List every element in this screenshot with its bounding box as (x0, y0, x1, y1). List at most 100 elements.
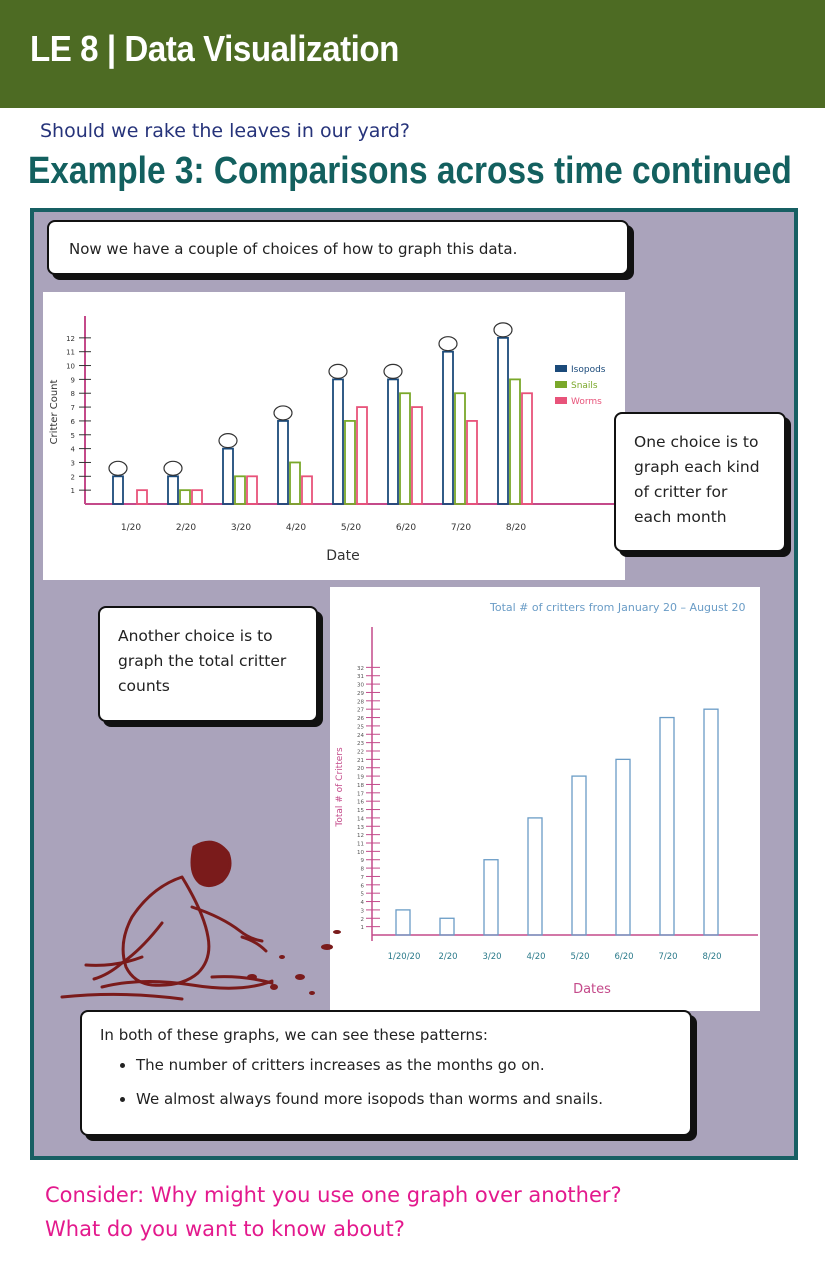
y-axis-label: Critter Count (49, 379, 60, 444)
guiding-question: Should we rake the leaves in our yard? (40, 120, 411, 142)
x-tick-label: 5/20 (570, 952, 589, 962)
bar-isopods (387, 378, 399, 505)
y-tick-label: 30 (357, 683, 364, 689)
y-tick-label: 16 (357, 800, 364, 806)
bar-total (395, 909, 411, 936)
bar-isopods (167, 475, 179, 505)
x-tick-label: 8/20 (702, 952, 721, 962)
isopod-drawing (108, 460, 128, 476)
x-tick-label: 4/20 (286, 523, 306, 533)
y-tick-label: 10 (66, 363, 75, 371)
isopod-drawing (273, 405, 293, 421)
total-bar-chart-svg: Total # of critters from January 20 – Au… (335, 601, 758, 997)
y-tick-label: 5 (71, 432, 75, 440)
isopod-drawing (163, 460, 183, 476)
bar-worms (521, 392, 533, 505)
y-tick-label: 28 (357, 699, 364, 705)
bar-isopods (112, 475, 124, 505)
pattern-item: The number of critters increases as the … (136, 1054, 672, 1076)
legend-swatch (555, 397, 567, 404)
bar-snails (344, 420, 356, 505)
x-tick-label: 4/20 (526, 952, 545, 962)
x-axis-label: Dates (573, 982, 611, 997)
bar-total (659, 716, 675, 936)
bar-snails (179, 489, 191, 505)
y-tick-label: 26 (357, 716, 364, 722)
bar-isopods (332, 378, 344, 505)
legend-swatch (555, 381, 567, 388)
y-tick-label: 2 (71, 473, 75, 481)
bar-snails (234, 475, 246, 505)
content-panel: Now we have a couple of choices of how t… (30, 208, 798, 1160)
bar-worms (246, 475, 258, 505)
y-tick-label: 9 (71, 376, 75, 384)
intro-text: Now we have a couple of choices of how t… (69, 240, 518, 258)
y-tick-label: 8 (361, 867, 365, 873)
bar-total (615, 758, 631, 936)
pattern-item: We almost always found more isopods than… (136, 1088, 672, 1110)
bar-snails (509, 378, 521, 505)
intro-callout: Now we have a couple of choices of how t… (47, 220, 629, 275)
example-title: Example 3: Comparisons across time conti… (28, 150, 792, 192)
y-tick-label: 4 (71, 446, 76, 454)
bar-snails (454, 392, 466, 505)
y-tick-label: 7 (71, 404, 75, 412)
grouped-bar-chart: 1 2 3 4 5 6 7 8 9 10 11 12 Critter Count Date 1/20 2/20… (43, 292, 625, 580)
y-tick-label: 18 (357, 783, 364, 789)
bar-total (571, 775, 587, 936)
y-tick-label: 6 (361, 883, 365, 889)
x-tick-label: 3/20 (482, 952, 501, 962)
bar-isopods (497, 336, 509, 505)
x-tick-label: 3/20 (231, 523, 251, 533)
x-tick-label: 6/20 (396, 523, 416, 533)
y-tick-label: 21 (357, 758, 364, 764)
page-title: LE 8 | Data Visualization (30, 28, 399, 69)
y-tick-label: 29 (357, 691, 364, 697)
patterns-callout: In both of these graphs, we can see thes… (80, 1010, 692, 1136)
y-axis-label: Total # of Critters (335, 747, 345, 828)
y-tick-label: 7 (361, 875, 365, 881)
bar-worms (301, 475, 313, 505)
x-tick-label: 7/20 (451, 523, 471, 533)
legend-label: Isopods (571, 365, 606, 375)
y-tick-label: 12 (357, 833, 364, 839)
child-digging-illustration (60, 840, 341, 1001)
legend-swatch (555, 365, 567, 372)
bar-isopods (442, 350, 454, 505)
y-tick-label: 22 (357, 750, 364, 756)
isopod-drawing (383, 363, 403, 379)
bar-snails (399, 392, 411, 505)
bar-worms (356, 406, 368, 505)
y-tick-label: 9 (361, 858, 365, 864)
x-tick-label: 6/20 (614, 952, 633, 962)
y-tick-label: 32 (357, 666, 364, 672)
x-tick-label: 1/20 (121, 523, 141, 533)
y-tick-label: 8 (71, 390, 75, 398)
page-header: LE 8 | Data Visualization (0, 0, 825, 108)
consider-prompt: Consider: Why might you use one graph ov… (45, 1178, 622, 1246)
y-tick-label: 25 (357, 724, 364, 730)
bar-worms (411, 406, 423, 505)
bar-worms (466, 420, 478, 505)
y-tick-label: 31 (357, 674, 364, 680)
patterns-intro: In both of these graphs, we can see thes… (100, 1026, 488, 1044)
consider-line-1: Consider: Why might you use one graph ov… (45, 1183, 622, 1207)
y-tick-label: 13 (357, 825, 364, 831)
y-tick-label: 2 (361, 917, 365, 923)
x-axis-label: Date (326, 548, 359, 564)
bar-total (703, 708, 719, 936)
y-tick-label: 11 (66, 349, 75, 357)
bar-isopods (277, 420, 289, 505)
x-tick-label: 2/20 (176, 523, 196, 533)
bar-snails (289, 461, 301, 505)
x-tick-label: 1/20/20 (388, 952, 421, 962)
bar-worms (191, 489, 203, 505)
legend-label: Snails (571, 381, 598, 391)
y-tick-label: 23 (357, 741, 364, 747)
x-tick-label: 5/20 (341, 523, 361, 533)
choice1-callout: One choice is to graph each kind of crit… (614, 412, 786, 552)
y-tick-label: 11 (357, 842, 364, 848)
x-tick-label: 8/20 (506, 523, 526, 533)
y-tick-label: 6 (71, 418, 76, 426)
legend-label: Worms (571, 397, 602, 407)
